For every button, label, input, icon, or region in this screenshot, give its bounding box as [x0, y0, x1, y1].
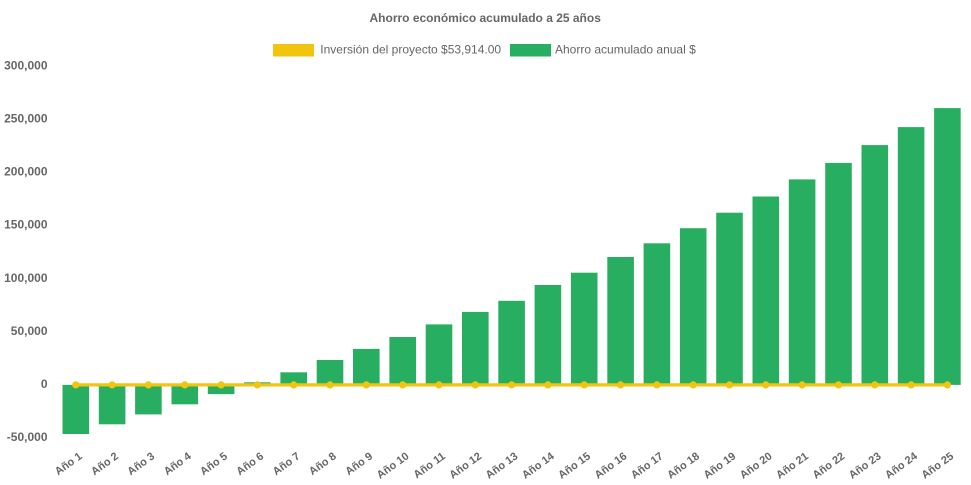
svg-text:Año 15: Año 15 — [556, 450, 593, 481]
svg-text:Año 24: Año 24 — [883, 450, 920, 482]
svg-text:Año 5: Año 5 — [198, 450, 230, 478]
svg-text:150,000: 150,000 — [4, 218, 48, 232]
svg-text:Año 12: Año 12 — [447, 450, 484, 481]
svg-text:Año 11: Año 11 — [412, 450, 448, 481]
svg-text:Año 21: Año 21 — [774, 450, 811, 481]
svg-text:Año 19: Año 19 — [702, 450, 739, 481]
svg-text:Año 17: Año 17 — [629, 450, 666, 481]
svg-text:200,000: 200,000 — [4, 165, 48, 179]
svg-text:Año 8: Año 8 — [307, 450, 339, 478]
svg-text:Ahorro acumulado anual $: Ahorro acumulado anual $ — [555, 42, 696, 56]
svg-text:Ahorro económico acumulado a 2: Ahorro económico acumulado a 25 años — [370, 11, 602, 25]
svg-text:50,000: 50,000 — [11, 324, 48, 338]
svg-text:Año 13: Año 13 — [484, 450, 521, 481]
svg-text:250,000: 250,000 — [4, 112, 48, 126]
svg-text:Año 4: Año 4 — [162, 450, 194, 478]
svg-text:-50,000: -50,000 — [7, 430, 48, 444]
svg-text:Año 2: Año 2 — [89, 450, 121, 478]
svg-text:Año 7: Año 7 — [271, 450, 303, 478]
svg-text:100,000: 100,000 — [4, 271, 48, 285]
svg-text:Año 10: Año 10 — [375, 450, 412, 481]
svg-text:Año 14: Año 14 — [520, 450, 557, 482]
svg-text:Año 18: Año 18 — [665, 450, 702, 481]
svg-text:Año 22: Año 22 — [811, 450, 848, 481]
svg-text:Año 6: Año 6 — [234, 450, 266, 478]
svg-text:Año 20: Año 20 — [738, 450, 775, 481]
svg-text:Año 3: Año 3 — [125, 450, 157, 478]
svg-text:Año 1: Año 1 — [53, 450, 85, 478]
svg-text:300,000: 300,000 — [4, 58, 48, 72]
svg-text:Año 23: Año 23 — [847, 450, 884, 481]
svg-text:Año 9: Año 9 — [343, 450, 375, 478]
svg-text:Año 25: Año 25 — [919, 450, 956, 481]
svg-text:0: 0 — [41, 377, 48, 391]
svg-text:Año 16: Año 16 — [593, 450, 630, 481]
svg-text:Inversión del proyecto $53,914: Inversión del proyecto $53,914.00 — [320, 42, 501, 56]
